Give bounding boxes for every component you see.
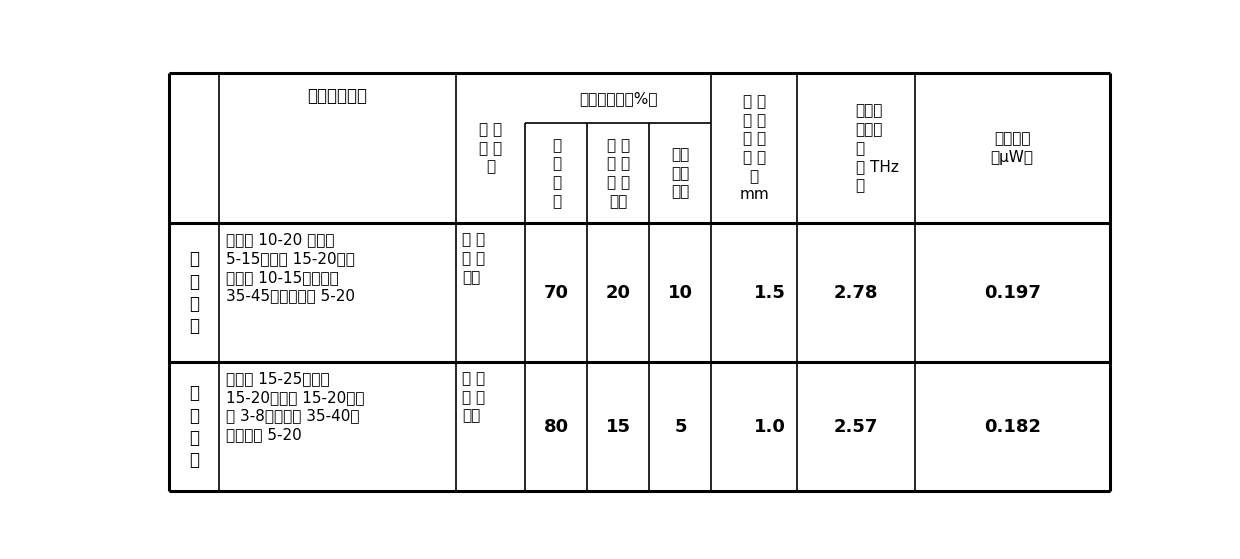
Text: 太 赫
兹 发
射 材
料 厘
度
mm: 太 赫 兹 发 射 材 料 厘 度 mm [739,94,769,202]
Text: 添加量比例（%）: 添加量比例（%） [579,91,657,106]
Text: 20: 20 [606,283,631,302]
Text: 植物
活性
材料: 植物 活性 材料 [671,147,689,200]
Text: 0.197: 0.197 [983,283,1040,302]
Text: 金红石 10-20 、永石
5-15、砧石 15-20、磁
铁矿石 10-15、青紫泥
35-45，去离子水 5-20: 金红石 10-20 、永石 5-15、砧石 15-20、磁 铁矿石 10-15、… [226,233,355,304]
Text: 电气石 15-25、锶石
15-20、诸石 15-20、硅
石 3-8、高岭土 35-40，
去离子水 5-20: 电气石 15-25、锶石 15-20、诸石 15-20、硅 石 3-8、高岭土 … [226,371,365,442]
Text: 15: 15 [606,418,631,435]
Text: 70: 70 [544,283,569,302]
Text: 发 热
片 材
料: 发 热 片 材 料 [479,122,502,174]
Text: 太赫兹
发射频
率
（ THz
）: 太赫兹 发射频 率 （ THz ） [856,103,899,193]
Text: 10: 10 [668,283,693,302]
Text: 5: 5 [675,418,687,435]
Text: 0.182: 0.182 [983,418,1040,435]
Text: 1.0: 1.0 [754,418,786,435]
Text: 2.57: 2.57 [833,418,878,435]
Text: 发射功率
（μW）: 发射功率 （μW） [991,131,1034,165]
Text: 远 红
外 陶
瓷片: 远 红 外 陶 瓷片 [463,233,485,285]
Text: 纳 米
级 石
墨 烯
材料: 纳 米 级 石 墨 烯 材料 [606,138,630,209]
Text: 实
施
例
一: 实 施 例 一 [190,250,200,335]
Text: 2.78: 2.78 [833,283,878,302]
Text: 矿物重量配比: 矿物重量配比 [308,87,367,105]
Text: 实
施
例
二: 实 施 例 二 [190,385,200,469]
Text: 矿
物
材
料: 矿 物 材 料 [552,138,560,209]
Text: 80: 80 [544,418,569,435]
Text: 1.5: 1.5 [754,283,786,302]
Text: 氧 化
铝 陶
瓷片: 氧 化 铝 陶 瓷片 [463,371,485,423]
